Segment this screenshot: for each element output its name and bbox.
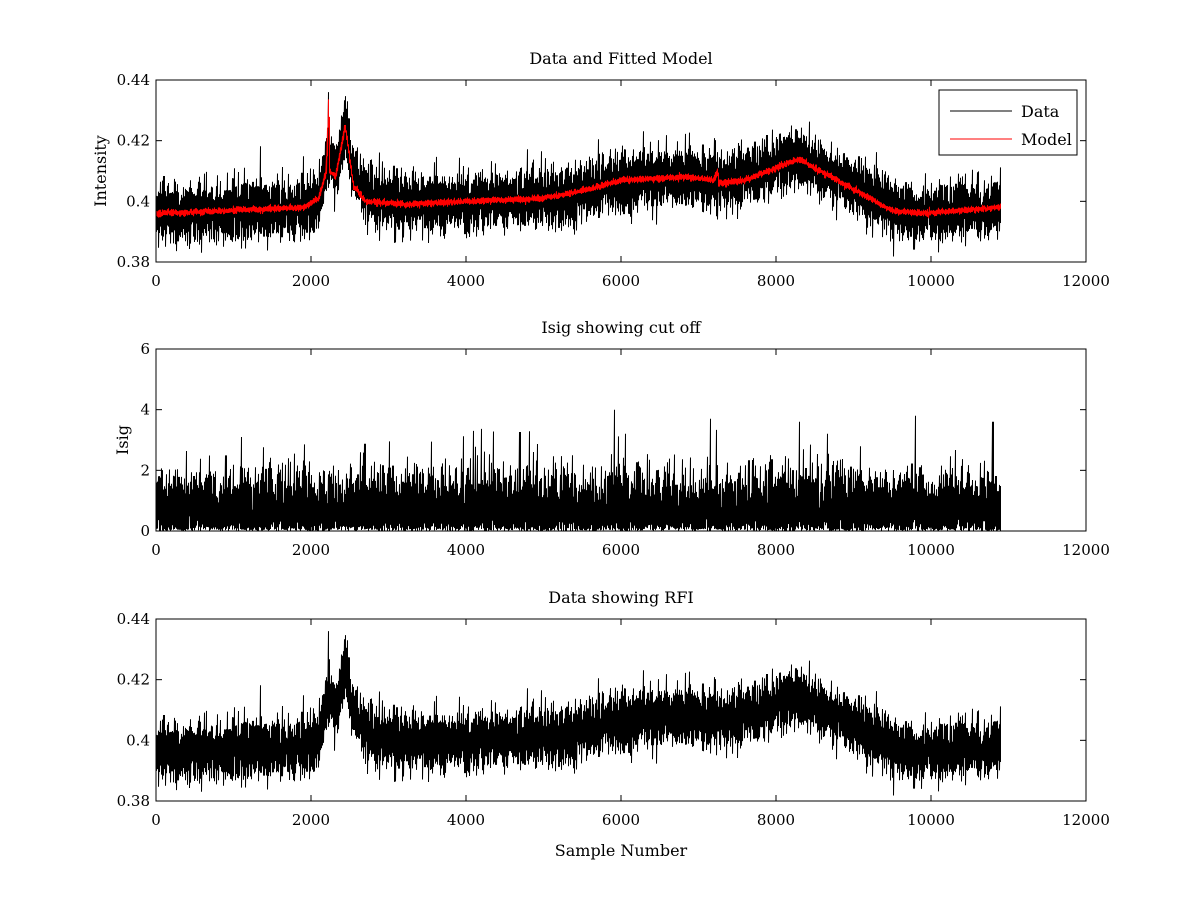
y-tick-label: 0.4 bbox=[126, 192, 150, 210]
panel-3: Data showing RFI Sample Number 0 2000 4000… bbox=[117, 588, 1110, 860]
panel-2-plot-area bbox=[156, 409, 1001, 532]
y-tick-label: 0.38 bbox=[117, 253, 150, 271]
panel-3-xlabel: Sample Number bbox=[555, 841, 688, 860]
x-tick-label: 10000 bbox=[907, 811, 955, 829]
panel-3-plot-area bbox=[156, 631, 1001, 796]
x-tick-label: 4000 bbox=[447, 541, 485, 559]
x-tick-label: 4000 bbox=[447, 811, 485, 829]
panel-2: Isig showing cut off Isig 0 2000 4000 6000 8… bbox=[113, 318, 1110, 559]
x-tick-label: 2000 bbox=[292, 811, 330, 829]
x-tick-label: 0 bbox=[151, 272, 161, 290]
y-tick-label: 0.42 bbox=[117, 132, 150, 150]
x-tick-label: 6000 bbox=[602, 541, 640, 559]
x-tick-label: 4000 bbox=[447, 272, 485, 290]
legend-box bbox=[938, 89, 1078, 156]
series-model-line bbox=[156, 99, 1001, 219]
y-tick-label: 0.4 bbox=[126, 731, 150, 749]
panel-1-legend: Data Model bbox=[938, 89, 1078, 156]
y-tick-label: 6 bbox=[140, 340, 150, 358]
panel-3-title: Data showing RFI bbox=[548, 588, 693, 607]
x-tick-label: 10000 bbox=[907, 541, 955, 559]
legend-model-label: Model bbox=[1021, 130, 1072, 149]
x-tick-label: 6000 bbox=[602, 272, 640, 290]
x-tick-label: 12000 bbox=[1062, 811, 1110, 829]
y-tick-label: 0.44 bbox=[117, 71, 150, 89]
x-tick-label: 8000 bbox=[757, 272, 795, 290]
x-tick-label: 12000 bbox=[1062, 272, 1110, 290]
panel-1-title: Data and Fitted Model bbox=[529, 49, 712, 68]
panel-1-axes-box bbox=[155, 79, 1087, 263]
series-data-line bbox=[156, 631, 1001, 796]
y-tick-label: 4 bbox=[140, 401, 150, 419]
panel-2-ticks: 0 2000 4000 6000 8000 10000 12000 0 2 4 6 bbox=[140, 340, 1109, 559]
x-tick-label: 0 bbox=[151, 811, 161, 829]
legend-data-label: Data bbox=[1021, 102, 1060, 121]
x-tick-label: 8000 bbox=[757, 541, 795, 559]
x-tick-label: 8000 bbox=[757, 811, 795, 829]
x-tick-label: 12000 bbox=[1062, 541, 1110, 559]
y-tick-label: 0.38 bbox=[117, 792, 150, 810]
y-tick-label: 0.42 bbox=[117, 671, 150, 689]
y-tick-label: 0.44 bbox=[117, 610, 150, 628]
series-isig-line bbox=[156, 409, 1001, 532]
x-tick-label: 2000 bbox=[292, 541, 330, 559]
panel-3-axes-box bbox=[155, 618, 1087, 802]
panel-1: Data and Fitted Model Intensity 0 2000 400… bbox=[91, 49, 1110, 290]
y-tick-label: 0 bbox=[140, 522, 150, 540]
panel-2-ylabel: Isig bbox=[113, 425, 132, 455]
panel-2-axes-box bbox=[155, 348, 1087, 532]
x-tick-label: 6000 bbox=[602, 811, 640, 829]
x-tick-label: 2000 bbox=[292, 272, 330, 290]
x-tick-label: 0 bbox=[151, 541, 161, 559]
panel-2-title: Isig showing cut off bbox=[541, 318, 702, 337]
panel-1-ylabel: Intensity bbox=[91, 135, 110, 207]
y-tick-label: 2 bbox=[140, 461, 150, 479]
panel-1-plot-area bbox=[156, 92, 1001, 257]
x-tick-label: 10000 bbox=[907, 272, 955, 290]
panel-1-ticks: 0 2000 4000 6000 8000 10000 12000 0.38 0.4 0.42 0.… bbox=[117, 71, 1110, 290]
